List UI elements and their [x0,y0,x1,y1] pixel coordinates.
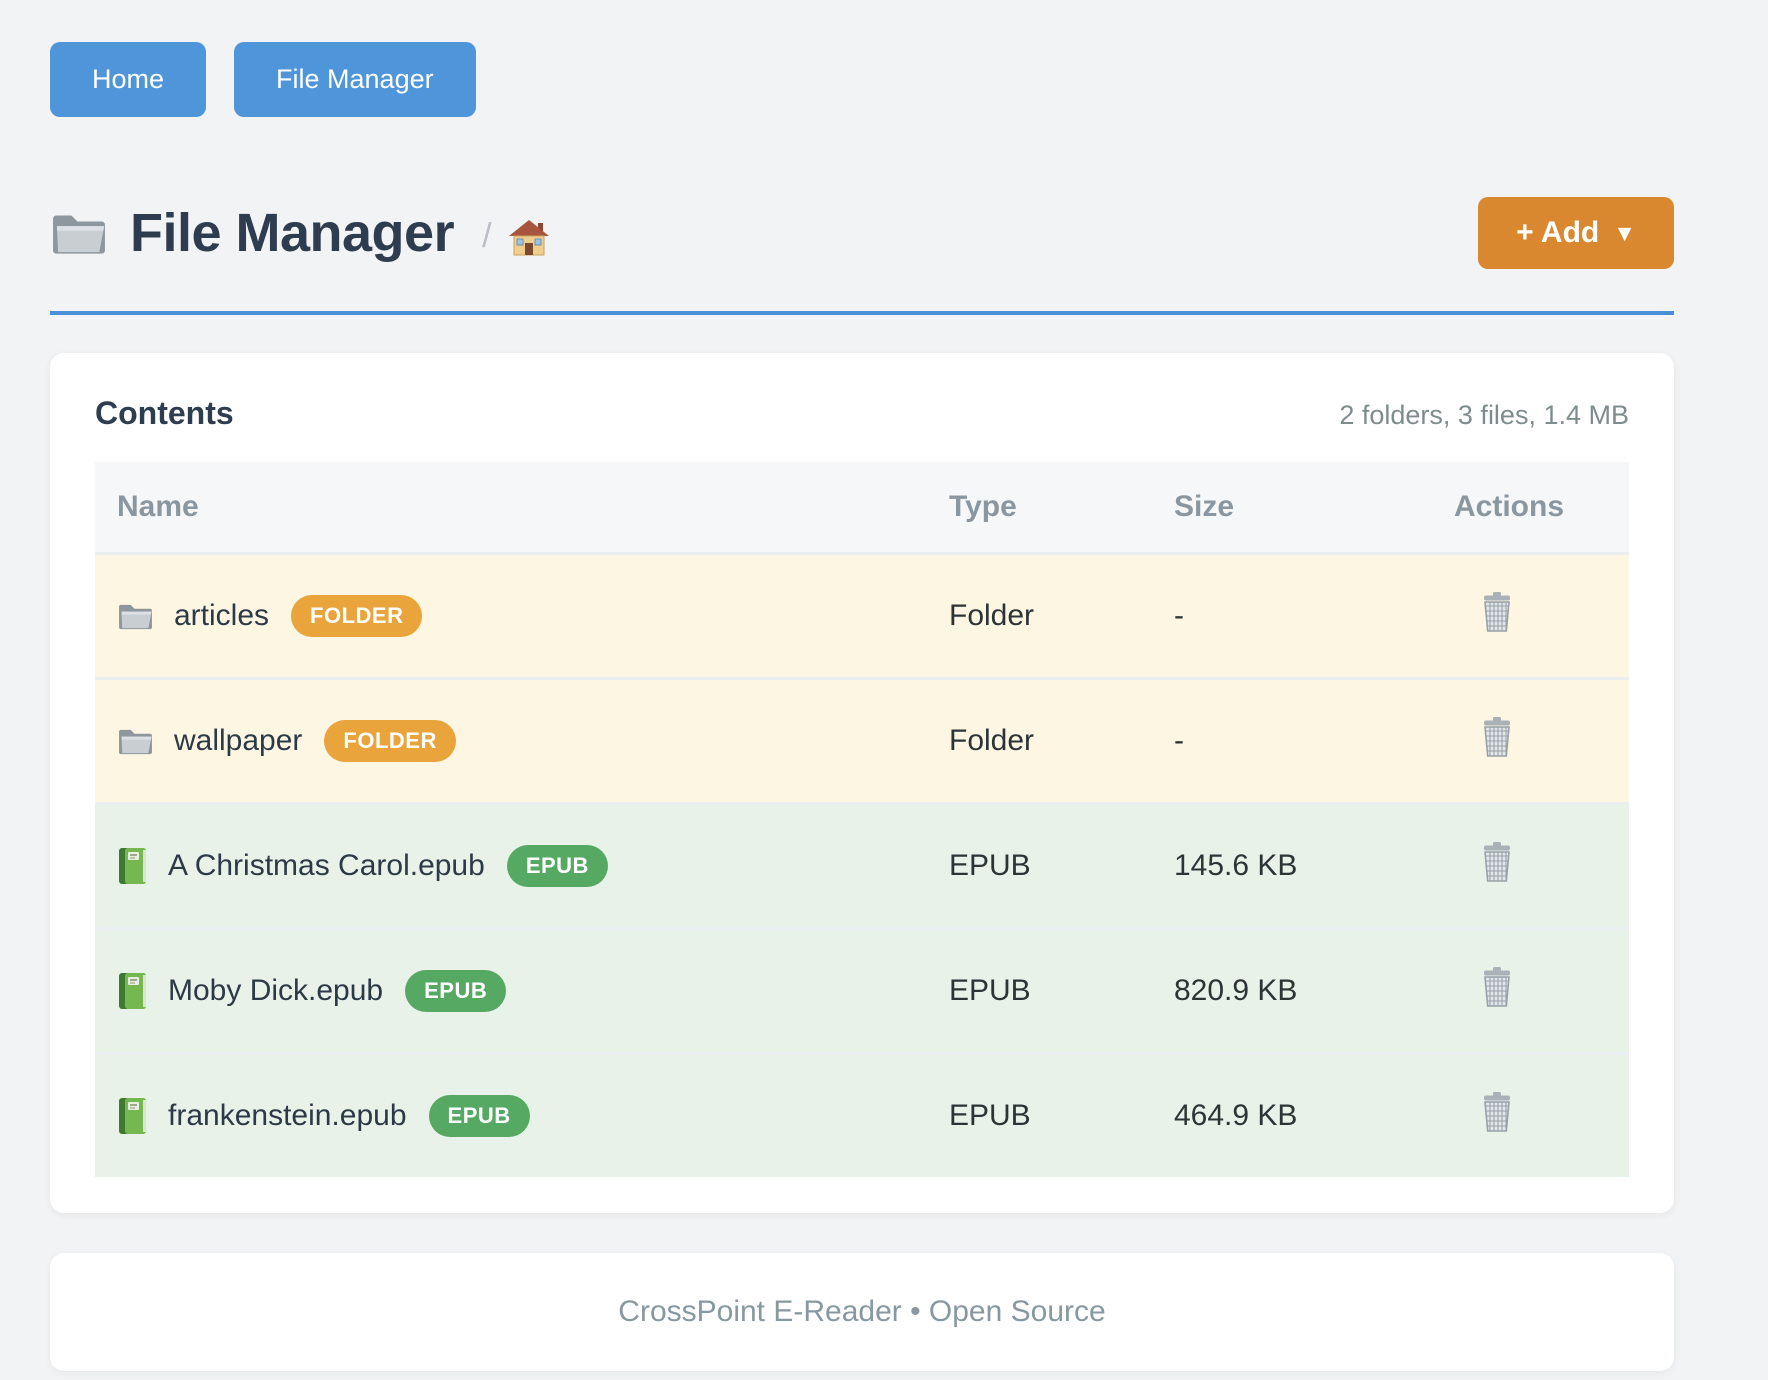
contents-card: Contents 2 folders, 3 files, 1.4 MB Name… [50,353,1674,1213]
file-name[interactable]: Moby Dick.epub [168,974,384,1007]
size-cell: 464.9 KB [1174,1052,1454,1177]
table-header-row: Name Type Size Actions [95,462,1629,552]
column-header-size: Size [1174,462,1454,552]
type-cell: Folder [949,552,1174,677]
delete-button[interactable] [1480,1091,1514,1136]
trash-icon [1480,841,1514,886]
add-button[interactable]: + Add ▼ [1478,197,1674,269]
file-type-badge: FOLDER [324,720,456,762]
file-name[interactable]: wallpaper [174,724,303,757]
trash-icon [1480,591,1514,636]
file-table-body: articles FOLDER Folder - [95,552,1629,1177]
file-row[interactable]: wallpaper FOLDER Folder - [95,677,1629,802]
file-name[interactable]: frankenstein.epub [168,1099,407,1132]
trash-icon [1480,716,1514,761]
top-nav: Home File Manager [50,0,1674,117]
nav-home-button[interactable]: Home [50,42,207,117]
file-name[interactable]: A Christmas Carol.epub [168,849,485,882]
nav-file-manager-button[interactable]: File Manager [234,42,476,117]
contents-summary: 2 folders, 3 files, 1.4 MB [1339,400,1629,430]
type-cell: EPUB [949,802,1174,927]
page: Home File Manager File Manager / + A [50,0,1674,1371]
size-cell: - [1174,677,1454,802]
file-type-badge: EPUB [405,970,507,1012]
file-row[interactable]: frankenstein.epub EPUB EPUB 464.9 KB [95,1052,1629,1177]
add-button-label: + Add [1516,216,1600,249]
file-row[interactable]: Moby Dick.epub EPUB EPUB 820.9 KB [95,927,1629,1052]
delete-button[interactable] [1480,966,1514,1011]
file-type-badge: EPUB [506,845,608,887]
column-header-actions: Actions [1454,462,1629,552]
book-icon [117,847,148,885]
column-header-type: Type [949,462,1174,552]
book-icon [117,1097,148,1135]
file-row[interactable]: articles FOLDER Folder - [95,552,1629,677]
chevron-down-icon: ▼ [1613,219,1636,246]
folder-icon [50,209,108,257]
page-header: File Manager / + Add ▼ [50,197,1674,269]
size-cell: 820.9 KB [1174,927,1454,1052]
delete-button[interactable] [1480,716,1514,761]
type-cell: EPUB [949,1052,1174,1177]
page-title: File Manager [130,203,455,263]
type-cell: Folder [949,677,1174,802]
book-icon [117,972,148,1010]
file-type-badge: EPUB [428,1095,530,1137]
file-table: Name Type Size Actions [95,462,1629,1177]
folder-icon [117,601,154,631]
breadcrumb-separator: / [482,216,492,255]
trash-icon [1480,966,1514,1011]
header-divider [50,311,1674,315]
file-name[interactable]: articles [174,599,270,632]
file-type-badge: FOLDER [291,595,423,637]
house-icon[interactable] [508,219,550,257]
footer: CrossPoint E-Reader • Open Source [50,1253,1674,1371]
delete-button[interactable] [1480,591,1514,636]
type-cell: EPUB [949,927,1174,1052]
size-cell: 145.6 KB [1174,802,1454,927]
delete-button[interactable] [1480,841,1514,886]
size-cell: - [1174,552,1454,677]
trash-icon [1480,1091,1514,1136]
contents-title: Contents [95,395,234,431]
file-row[interactable]: A Christmas Carol.epub EPUB EPUB 145.6 K… [95,802,1629,927]
column-header-name: Name [95,462,949,552]
folder-icon [117,726,154,756]
footer-text: CrossPoint E-Reader • Open Source [618,1295,1106,1328]
